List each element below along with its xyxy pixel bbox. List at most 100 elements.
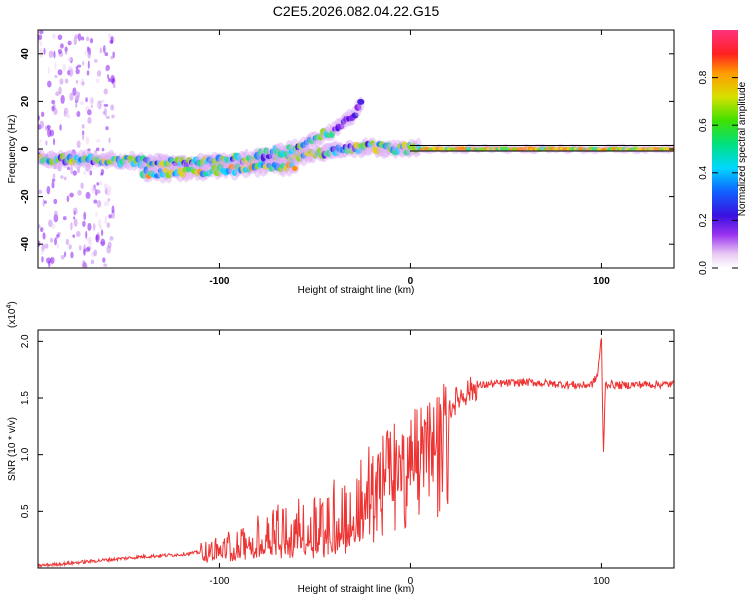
spectrogram-cell [292,165,298,172]
spectrogram-speckle [106,200,109,206]
spectrogram-speckle [46,186,51,195]
spectrogram-cell [326,149,332,158]
spectrogram-speckle [51,99,56,105]
spectrogram-speckle [91,185,96,194]
spectrogram-speckle [74,95,80,103]
spectrogram-speckle [103,103,109,107]
spectrogram-speckle [47,66,50,75]
spectrogram-speckle [72,170,77,176]
snr-x-tick-label: -100 [209,576,229,587]
spectrogram-speckle [87,116,92,124]
spectrogram-cell [370,140,375,147]
spectrogram-speckle [83,170,86,176]
spectrogram-speckle [54,61,57,70]
spectrogram-speckle [56,243,60,249]
spectrogram-speckle [85,247,91,253]
spectrogram-speckle [77,64,82,68]
snr-y-multiplier-close: ) [7,301,18,304]
spectrogram-speckle [39,48,43,52]
spectrogram-x-tick-label: -100 [209,276,229,287]
spectrogram-speckle [45,140,48,146]
figure-title: C2E5.2026.082.04.22.G15 [273,3,440,19]
spectrogram-cell [357,98,365,105]
spectrogram-cell [337,123,345,130]
spectrogram-speckle [64,51,68,55]
spectrogram-speckle [39,227,44,233]
spectrogram-speckle [48,219,53,228]
spectrogram-speckle [38,189,43,194]
spectrogram-speckle [70,222,73,231]
spectrogram-speckle [87,222,92,231]
spectrogram-y-label: Frequency (Hz) [7,115,18,184]
spectrogram-cell [159,171,167,178]
spectrogram-speckle [48,50,54,58]
spectrogram-speckle [58,86,62,95]
spectrogram-speckle [53,50,56,59]
spectrogram-speckle [66,166,71,171]
spectrogram-speckle [75,230,81,238]
snr-x-label: Height of straight line (km) [298,584,415,595]
spectrogram-speckle [77,189,82,196]
spectrogram-speckle [112,51,115,59]
spectrogram-speckle [57,165,62,172]
spectrogram-speckle [53,107,58,116]
spectrogram-y-ticks: -40 -20 0 20 40 [20,48,674,251]
spectrogram-speckle [54,74,58,79]
spectrogram-speckle [63,176,67,181]
spectrogram-cell [403,149,411,156]
spectrogram-speckle [54,237,57,246]
spectrogram-speckle [107,198,111,202]
spectrogram-speckle [93,150,98,154]
spectrogram-speckle [41,249,44,256]
spectrogram-speckle [85,97,88,103]
spectrogram-speckle [112,84,116,89]
spectrogram-speckle [104,52,109,57]
snr-panel: -100 0 100 0.5 1.0 1.5 2.0 Height of straight… [6,301,675,595]
spectrogram-speckle [106,222,111,229]
spectrogram-speckle [110,55,114,60]
spectrogram-speckle [60,175,64,179]
spectrogram-speckle [75,66,79,70]
spectrogram-cell [395,146,401,155]
spectrogram-speckle [62,63,67,72]
spectrogram-speckle [96,139,101,143]
spectrogram-speckle [109,236,114,241]
spectrogram-speckle [80,36,85,41]
colorbar-ticks: 0.0 0.2 0.4 0.6 0.8 [698,70,738,275]
spectrogram-speckle [85,191,91,199]
spectrogram-cell [263,147,270,155]
spectrogram-speckle [68,244,72,250]
spectrogram-cell [87,153,95,161]
spectrogram-speckle [90,259,95,265]
snr-x-tick-label: 100 [593,576,610,587]
spectrogram-cell [228,164,236,170]
colorbar-label: Normalized spectral amplitude [737,81,748,216]
spectrogram-speckle [86,70,90,76]
spectrogram-speckle [111,205,115,214]
spectrogram-cell [353,141,360,149]
spectrogram-cell [332,150,340,156]
spectrogram-speckle [87,60,90,69]
spectrogram-speckle [83,211,87,221]
spectrogram-speckle [105,67,108,72]
spectrogram-speckle [75,68,80,75]
spectrogram-speckle [107,74,110,79]
spectrogram-cell [355,148,363,154]
spectrogram-speckle [104,107,107,117]
spectrogram-speckle [99,47,103,54]
spectrogram-speckle [76,111,81,117]
colorbar-tick-label: 0.8 [698,70,709,84]
spectrogram-cell [153,173,161,179]
spectrogram-speckle [106,185,112,193]
spectrogram-speckle [96,189,100,195]
spectrogram-cell [373,146,381,155]
spectrogram-speckle [88,239,93,246]
spectrogram-speckle [44,200,47,204]
snr-y-label: SNR (10 * v/v) [7,417,18,481]
spectrogram-speckle [79,101,85,105]
spectrogram-speckle [66,195,70,203]
spectrogram-speckle [85,136,90,145]
spectrogram-speckle [101,147,105,152]
spectrogram-cell [318,134,324,141]
spectrogram-speckle [103,88,108,95]
